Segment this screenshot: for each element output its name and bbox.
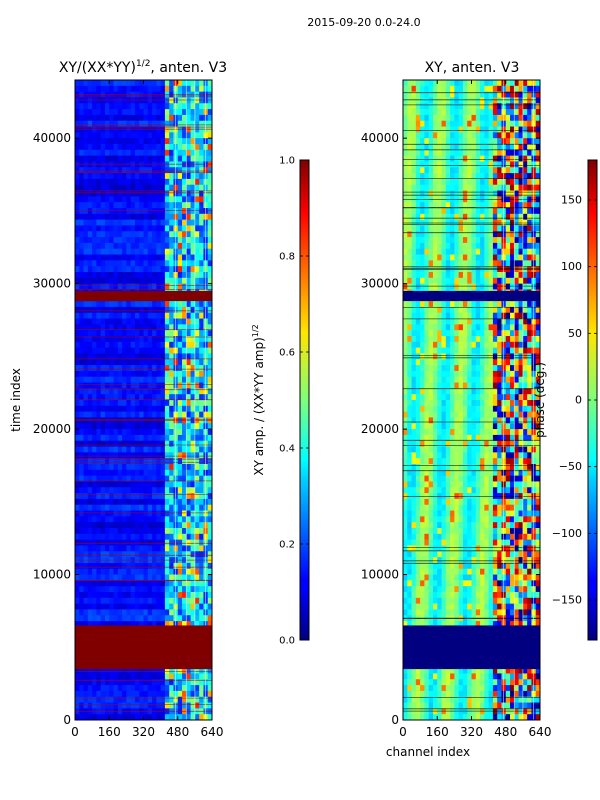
colorbar-tick-label: 0.4 xyxy=(279,444,295,455)
colorbar-tick-label: −150 xyxy=(552,594,582,607)
y-tick-label: 20000 xyxy=(33,422,71,436)
colorbar-tick-label: −100 xyxy=(552,527,582,540)
x-tick-label: 480 xyxy=(166,725,189,739)
phase-flagged-band-2 xyxy=(403,290,540,302)
x-tick-label: 160 xyxy=(98,725,121,739)
colorbar-tick-label: 0.6 xyxy=(279,348,295,359)
amplitude-colorbar-label: XY amp. / (XX*YY amp)1/2 xyxy=(251,324,266,475)
amplitude-axis-ticks: 0 160 320 480 640 0 10000 20000 30000 40000 xyxy=(33,80,224,739)
amplitude-panel-title: XY/(XX*YY)1/2, anten. V3 xyxy=(59,59,227,76)
x-tick-label: 320 xyxy=(460,725,483,739)
y-tick-label: 30000 xyxy=(33,277,71,291)
figure-suptitle: 2015-09-20 0.0-24.0 xyxy=(307,16,420,29)
colorbar-tick-label: 150 xyxy=(561,194,582,207)
colorbar-tick-label: 0.8 xyxy=(279,252,295,263)
y-tick-label: 40000 xyxy=(33,131,71,145)
x-tick-label: 640 xyxy=(529,725,552,739)
x-tick-label: 480 xyxy=(494,725,517,739)
amplitude-heatmap xyxy=(75,80,212,720)
colorbar-tick-label: 1.0 xyxy=(279,156,295,167)
y-tick-label: 10000 xyxy=(33,568,71,582)
x-tick-label: 0 xyxy=(71,725,79,739)
amplitude-panel: XY/(XX*YY)1/2, anten. V3 0 160 320 480 640 0 1… xyxy=(9,59,310,739)
y-tick-label: 10000 xyxy=(361,568,399,582)
x-tick-label: 320 xyxy=(132,725,155,739)
colorbar-tick-label: 0 xyxy=(575,394,582,407)
colorbar-tick-label: 50 xyxy=(568,327,582,340)
colorbar-tick-label: 0.2 xyxy=(279,540,295,551)
amplitude-flagged-band-1 xyxy=(75,625,212,670)
amplitude-colorbar xyxy=(299,159,310,641)
x-tick-label: 160 xyxy=(426,725,449,739)
amplitude-y-axis-label: time index xyxy=(9,368,23,432)
phase-colorbar-ticks: −150 −100 −50 0 50 100 150 xyxy=(552,194,597,607)
colorbar-tick-label: −50 xyxy=(559,460,582,473)
y-tick-label: 0 xyxy=(391,713,399,727)
phase-heatmap xyxy=(403,80,540,720)
x-tick-label: 0 xyxy=(399,725,407,739)
x-tick-label: 640 xyxy=(201,725,224,739)
y-tick-label: 0 xyxy=(63,713,71,727)
phase-panel-title: XY, anten. V3 xyxy=(425,60,520,76)
amplitude-flagged-band-2 xyxy=(75,290,212,302)
y-tick-label: 40000 xyxy=(361,131,399,145)
phase-x-axis-label: channel index xyxy=(386,745,470,759)
phase-flagged-band-1 xyxy=(403,625,540,670)
phase-axis-ticks: 0 160 320 480 640 0 10000 20000 30000 40000 xyxy=(361,80,552,739)
colorbar-tick-label: 100 xyxy=(561,260,582,273)
colorbar-tick-label: 0.0 xyxy=(279,636,295,647)
phase-colorbar-label: phase (deg.) xyxy=(533,362,547,438)
y-tick-label: 20000 xyxy=(361,422,399,436)
y-tick-label: 30000 xyxy=(361,277,399,291)
amplitude-colorbar-ticks: 0.0 0.2 0.4 0.6 0.8 1.0 xyxy=(279,156,309,647)
phase-panel: XY, anten. V3 0 160 320 480 640 0 10000 20000 30… xyxy=(361,60,598,759)
